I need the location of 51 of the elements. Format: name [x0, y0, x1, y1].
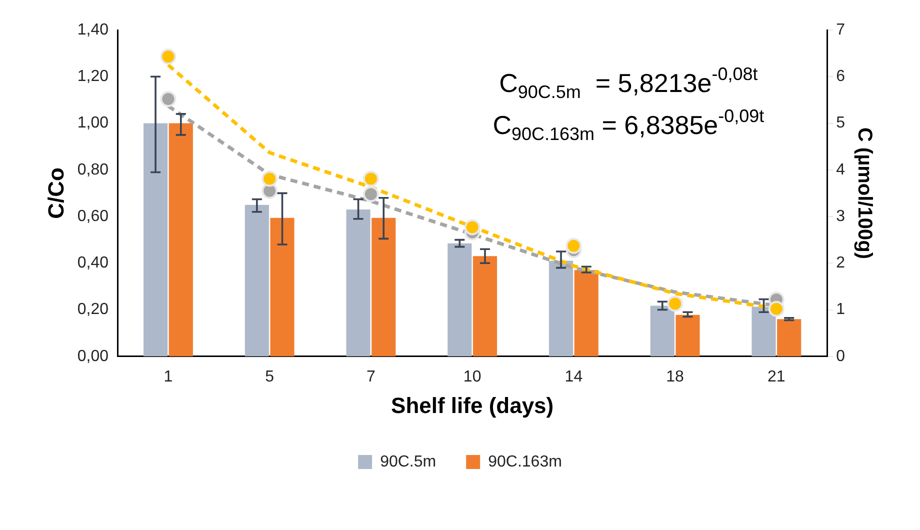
- point: [160, 91, 176, 108]
- point: [362, 186, 379, 202]
- bar: [244, 204, 269, 356]
- x-tick-label: 21: [768, 368, 786, 386]
- y2-tick-label: 3: [836, 208, 846, 225]
- bar: [270, 218, 294, 356]
- y2-axis-title: C (µmol/100g): [853, 127, 876, 259]
- x-tick-label: 18: [666, 368, 684, 386]
- bar: [346, 210, 370, 356]
- bar: [574, 270, 598, 356]
- y-tick-label: 0,80: [77, 161, 109, 178]
- y2-tick-label: 4: [836, 161, 846, 178]
- x-tick-label: 7: [366, 368, 376, 386]
- bar: [777, 319, 802, 356]
- bar: [752, 306, 776, 356]
- y2-tick-label: 2: [836, 254, 846, 272]
- y-tick-label: 0,40: [77, 254, 109, 272]
- bar: [372, 218, 396, 356]
- y-tick-label: 1,00: [77, 114, 109, 132]
- point: [262, 170, 278, 187]
- y-tick-label: 1,20: [77, 68, 109, 86]
- point: [566, 238, 582, 254]
- x-tick-label: 14: [564, 368, 583, 386]
- x-axis-title: Shelf life (days): [391, 392, 554, 418]
- point: [768, 300, 784, 317]
- y2-tick-label: 5: [836, 114, 846, 132]
- x-tick-label: 5: [265, 368, 274, 386]
- bar: [650, 306, 674, 356]
- y2-tick-label: 0: [836, 348, 846, 365]
- bar: [168, 123, 193, 356]
- y-tick-label: 0,00: [77, 348, 109, 365]
- y2-tick-label: 1: [836, 301, 846, 318]
- x-tick-label: 10: [463, 368, 482, 386]
- point: [160, 48, 176, 65]
- y2-tick-label: 7: [836, 21, 846, 38]
- bar: [676, 314, 700, 356]
- point: [362, 170, 379, 187]
- bar: [548, 260, 574, 356]
- x-tick-label: 1: [164, 368, 173, 386]
- y-axis-title: C/Co: [43, 168, 68, 219]
- y-tick-label: 0,20: [77, 301, 109, 318]
- point: [464, 219, 480, 236]
- bar: [448, 243, 472, 356]
- bar: [144, 123, 168, 356]
- legend-label: 90C.5m: [380, 453, 436, 470]
- y-tick-label: 1,40: [77, 21, 109, 38]
- bar: [472, 256, 498, 356]
- point: [667, 296, 684, 312]
- y-tick-label: 0,60: [77, 208, 109, 225]
- y2-tick-label: 6: [836, 68, 846, 86]
- legend-label: 90C.163m: [488, 453, 562, 470]
